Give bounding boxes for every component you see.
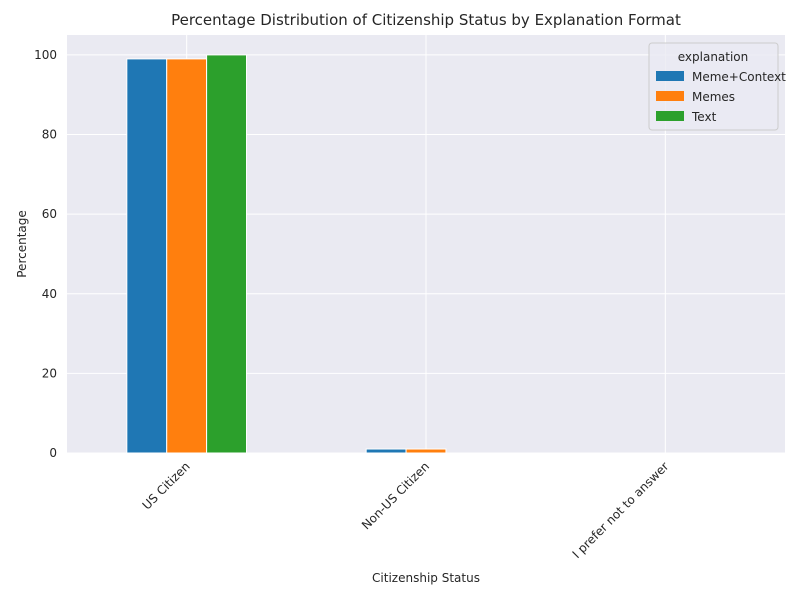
legend-box [648,42,779,131]
x-tick-label: Non-US Citizen [359,459,432,532]
y-tick-label: 60 [42,207,57,221]
bar-meme-context-1 [365,448,407,454]
x-axis-label: Citizenship Status [372,571,480,585]
legend-label-text: Text [691,110,717,124]
legend-swatch-text [656,111,684,121]
y-axis-label: Percentage [15,210,29,278]
y-tick-label: 80 [42,128,57,142]
y-tick-label: 40 [42,287,57,301]
legend-swatch-meme-context [656,71,684,81]
x-tick-label: I prefer not to answer [570,459,672,561]
bar-text-0 [206,54,248,454]
y-tick-label: 20 [42,366,57,380]
y-tick-labels: 0 20 40 60 80 100 [34,48,57,460]
legend-swatch-memes [656,91,684,101]
legend-title: explanation [678,50,749,64]
legend: explanation Meme+Context Memes Text [648,42,786,131]
bar-meme-context-0 [126,58,168,454]
bar-memes-0 [166,58,208,454]
chart-title: Percentage Distribution of Citizenship S… [171,11,681,29]
y-tick-label: 0 [49,446,57,460]
bar-memes-1 [405,448,447,454]
x-tick-labels: US Citizen Non-US Citizen I prefer not to … [140,459,672,561]
legend-label-meme-context: Meme+Context [692,70,786,84]
y-tick-label: 100 [34,48,57,62]
bars [126,54,447,454]
legend-label-memes: Memes [692,90,735,104]
x-tick-label: US Citizen [140,459,193,512]
